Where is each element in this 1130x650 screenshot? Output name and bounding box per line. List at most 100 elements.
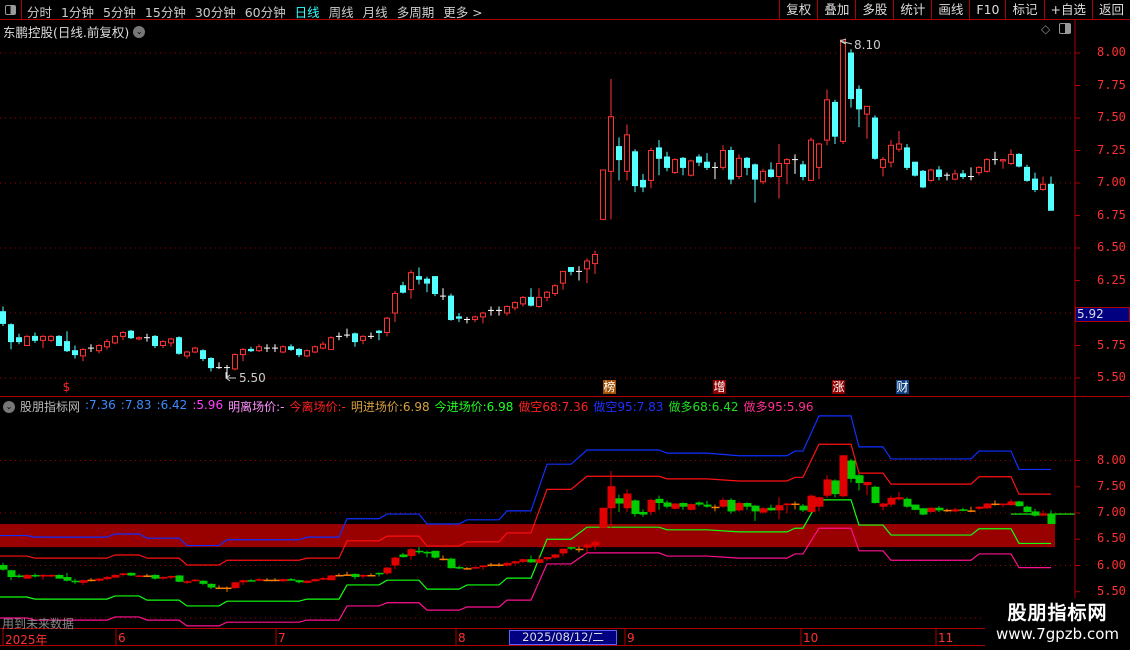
candle-body bbox=[472, 316, 478, 320]
period-tab[interactable]: 月线 bbox=[362, 5, 388, 20]
candle bbox=[944, 172, 950, 181]
axis-label: 5.75 bbox=[1097, 337, 1126, 352]
gridlines bbox=[0, 52, 1075, 619]
indicator-candle bbox=[999, 503, 1008, 508]
candle bbox=[120, 331, 126, 341]
candle bbox=[768, 162, 774, 178]
indicator-candle bbox=[255, 578, 264, 582]
candle-body bbox=[808, 139, 814, 181]
candle-body bbox=[768, 169, 774, 177]
period-tab[interactable]: 多周期 bbox=[396, 5, 435, 20]
candle-body bbox=[672, 159, 678, 174]
period-tab[interactable]: 60分钟 bbox=[244, 5, 286, 20]
candle-body bbox=[1016, 153, 1022, 167]
candle bbox=[456, 313, 462, 323]
indicator-candle-body bbox=[623, 493, 632, 509]
indicator-candle-body bbox=[767, 507, 776, 511]
indicator-candle bbox=[831, 479, 840, 498]
chevron-down-icon[interactable]: ⌄ bbox=[3, 400, 15, 413]
period-tab[interactable]: 1分钟 bbox=[61, 5, 94, 20]
toolbar-button[interactable]: 复权 bbox=[779, 0, 817, 20]
indicator-candle bbox=[335, 573, 344, 577]
event-marker[interactable]: 涨 bbox=[832, 380, 845, 394]
candle bbox=[536, 288, 542, 308]
toolbar-button[interactable]: F10 bbox=[969, 0, 1005, 20]
diamond-icon[interactable]: ◇ bbox=[1041, 22, 1051, 36]
panel-toggle-icon[interactable] bbox=[1059, 23, 1071, 34]
toolbar-button[interactable]: +自选 bbox=[1043, 0, 1092, 20]
period-tab[interactable]: 15分钟 bbox=[144, 5, 186, 20]
axis-label: 7.25 bbox=[1097, 142, 1126, 157]
candle-body bbox=[960, 173, 966, 177]
indicator-candle bbox=[991, 500, 1000, 506]
candle-body bbox=[648, 150, 654, 181]
indicator-candle-body bbox=[983, 503, 992, 509]
candle bbox=[408, 270, 414, 299]
indicator-axis-label: 7.50 bbox=[1097, 478, 1126, 493]
candle-body bbox=[40, 335, 46, 341]
indicator-candle bbox=[671, 503, 680, 510]
candle-body bbox=[176, 337, 182, 354]
candle-body bbox=[16, 337, 22, 343]
indicator-candle-body bbox=[975, 506, 984, 509]
toolbar-button[interactable]: 标记 bbox=[1005, 0, 1043, 20]
indicator-candle-body bbox=[15, 575, 24, 578]
candle-body bbox=[232, 354, 238, 370]
indicator-candle bbox=[431, 550, 440, 559]
indicator-candle-body bbox=[551, 554, 560, 558]
indicator-candle bbox=[175, 574, 184, 583]
period-tab[interactable]: 分时 bbox=[27, 5, 53, 20]
period-tab[interactable]: 更多 > bbox=[443, 5, 483, 20]
candle-body bbox=[296, 348, 302, 356]
indicator-candle bbox=[631, 499, 640, 517]
period-tab[interactable]: 日线 bbox=[294, 5, 320, 20]
period-tab[interactable]: 周线 bbox=[328, 5, 354, 20]
event-marker[interactable]: 增 bbox=[713, 380, 726, 394]
indicator-candle-body bbox=[999, 503, 1008, 506]
toolbar-button[interactable]: 返回 bbox=[1091, 0, 1130, 20]
indicator-candle bbox=[7, 569, 16, 581]
indicator-candle-body bbox=[879, 503, 888, 507]
candle bbox=[504, 305, 510, 316]
indicator-candle bbox=[231, 581, 240, 589]
indicator-candle-body bbox=[239, 580, 248, 583]
toolbar-button[interactable]: 画线 bbox=[931, 0, 969, 20]
indicator-candle bbox=[607, 471, 616, 528]
indicator-candle-body bbox=[655, 498, 664, 504]
indicator-candle bbox=[719, 497, 728, 508]
indicator-candle bbox=[687, 503, 696, 511]
layout-toggle-icon[interactable] bbox=[0, 0, 22, 20]
period-tab[interactable]: 5分钟 bbox=[102, 5, 136, 20]
indicator-candle bbox=[31, 573, 40, 578]
candle bbox=[704, 153, 710, 170]
indicator-candle-body bbox=[335, 574, 344, 577]
candle bbox=[872, 115, 878, 160]
event-marker[interactable]: $ bbox=[62, 380, 71, 394]
indicator-candle-body bbox=[607, 486, 616, 509]
indicator-candle bbox=[487, 562, 496, 567]
indicator-candle bbox=[303, 580, 312, 584]
chevron-down-icon[interactable]: ⌄ bbox=[133, 25, 146, 38]
candle bbox=[576, 266, 582, 281]
toolbar-button[interactable]: 多股 bbox=[855, 0, 893, 20]
candle bbox=[520, 296, 526, 307]
period-tab[interactable]: 30分钟 bbox=[194, 5, 236, 20]
candle-body bbox=[480, 312, 486, 318]
indicator-candle bbox=[815, 496, 824, 512]
indicator-candle-body bbox=[407, 549, 416, 557]
event-marker[interactable]: 榜 bbox=[603, 380, 616, 394]
candle bbox=[776, 144, 782, 199]
date-label: 8 bbox=[458, 631, 466, 645]
indicator-candle bbox=[1039, 510, 1048, 517]
candle bbox=[264, 344, 270, 352]
candle bbox=[832, 99, 838, 144]
candle bbox=[368, 332, 374, 339]
toolbar-button[interactable]: 叠加 bbox=[817, 0, 855, 20]
toolbar-button[interactable]: 统计 bbox=[893, 0, 931, 20]
candle-body bbox=[856, 88, 862, 110]
candle-body bbox=[552, 285, 558, 295]
indicator-candle-body bbox=[359, 574, 368, 577]
event-marker[interactable]: 财 bbox=[896, 380, 909, 394]
candle-body bbox=[456, 316, 462, 319]
